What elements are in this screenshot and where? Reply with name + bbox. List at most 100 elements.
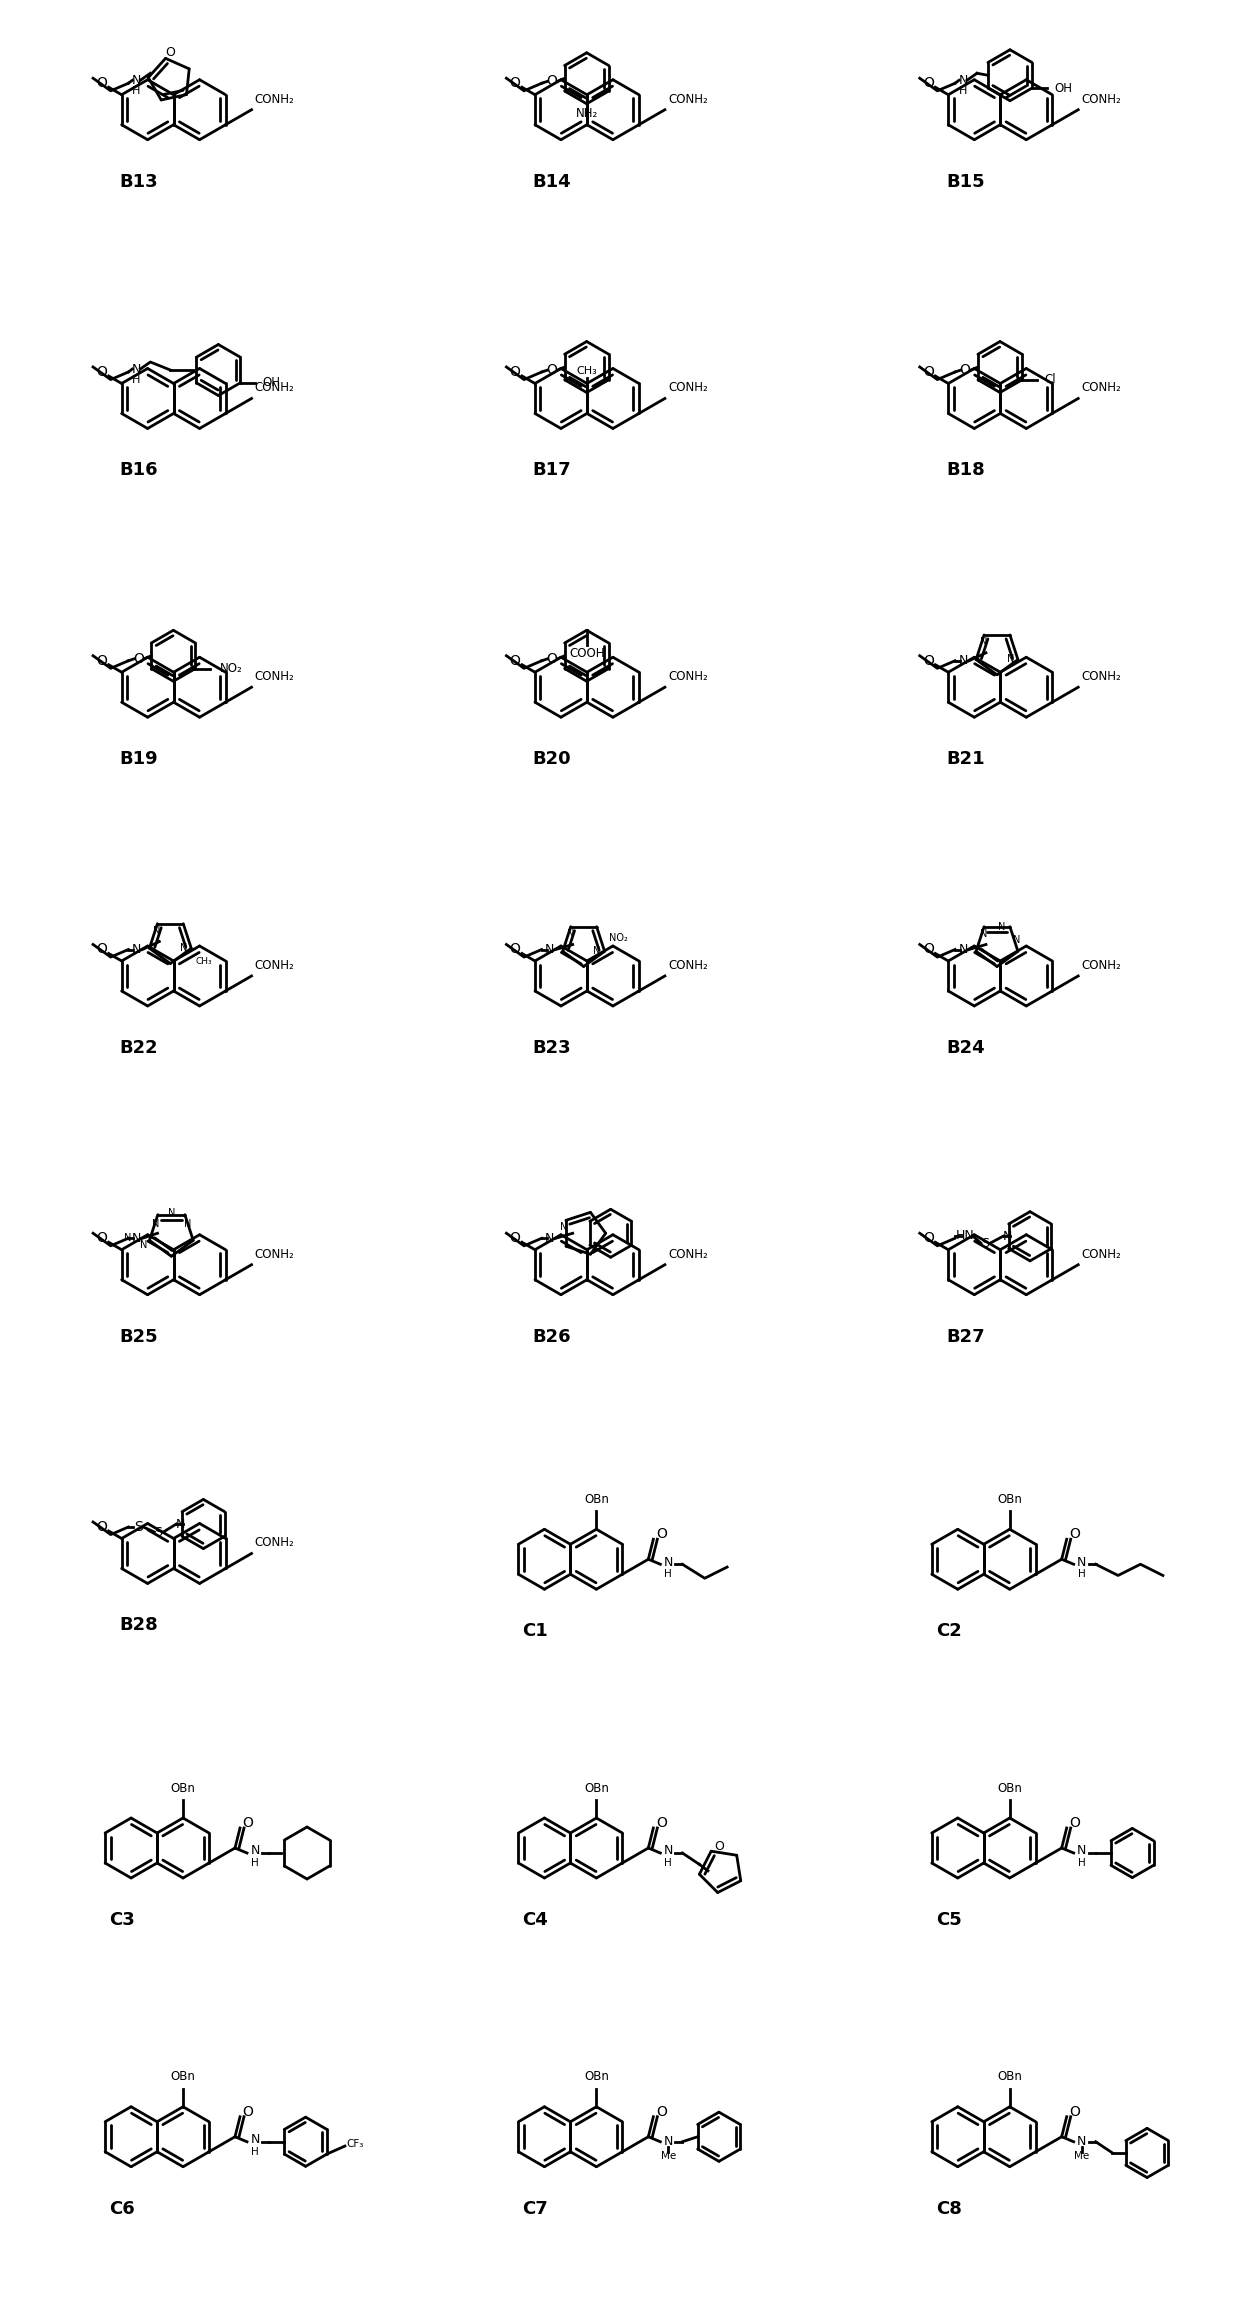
Text: N: N [180,942,187,954]
Text: COOH: COOH [569,647,604,661]
Text: CONH₂: CONH₂ [1081,92,1121,106]
Text: B25: B25 [119,1328,157,1347]
Text: O: O [1069,2104,1080,2118]
Text: N: N [560,1222,568,1231]
Text: B21: B21 [946,751,985,769]
Text: N: N [546,942,554,956]
Text: O: O [510,654,521,668]
Text: Cl: Cl [1044,374,1055,386]
Text: N: N [131,942,141,956]
Text: O: O [165,46,175,60]
Text: CONH₂: CONH₂ [254,1536,294,1550]
Text: CONH₂: CONH₂ [668,670,708,684]
Text: O: O [510,942,521,956]
Text: N: N [124,1234,131,1243]
Text: O: O [547,363,557,377]
Text: H: H [252,1857,259,1869]
Text: CONH₂: CONH₂ [1081,1247,1121,1261]
Text: S: S [154,1525,162,1538]
Text: B24: B24 [946,1040,985,1058]
Text: OBn: OBn [171,2070,196,2084]
Text: S: S [981,1236,990,1250]
Text: B17: B17 [533,462,572,480]
Text: O: O [97,365,107,379]
Text: OBn: OBn [171,1781,196,1795]
Text: OBn: OBn [997,1781,1022,1795]
Text: B26: B26 [533,1328,572,1347]
Text: N: N [1013,936,1021,945]
Text: N: N [980,638,987,647]
Text: C3: C3 [109,1910,135,1929]
Text: B19: B19 [119,751,157,769]
Text: OH: OH [1054,81,1073,95]
Text: N: N [998,922,1006,931]
Text: Me: Me [661,2151,676,2160]
Text: OBn: OBn [584,2070,609,2084]
Text: O: O [656,1527,667,1541]
Text: OBn: OBn [997,2070,1022,2084]
Text: O: O [547,74,557,88]
Text: B20: B20 [533,751,572,769]
Text: CH₃: CH₃ [577,365,596,377]
Text: H: H [959,85,967,97]
Text: CONH₂: CONH₂ [254,959,294,973]
Text: OBn: OBn [997,1492,1022,1506]
Text: O: O [243,2104,253,2118]
Text: OH: OH [263,377,280,390]
Text: NO₂: NO₂ [219,663,242,675]
Text: O: O [97,942,107,956]
Text: N: N [959,74,967,88]
Text: O: O [960,363,971,377]
Text: N: N [184,1220,191,1229]
Text: CONH₂: CONH₂ [1081,670,1121,684]
Text: B28: B28 [119,1617,157,1635]
Text: B15: B15 [946,173,985,192]
Text: CONH₂: CONH₂ [668,92,708,106]
Text: Me: Me [1074,2151,1089,2160]
Text: O: O [1069,1816,1080,1830]
Text: B18: B18 [946,462,985,480]
Text: O: O [714,1841,724,1853]
Text: O: O [510,365,521,379]
Text: OBn: OBn [584,1781,609,1795]
Text: H: H [133,374,140,386]
Text: O: O [97,76,107,90]
Text: O: O [510,76,521,90]
Text: B14: B14 [533,173,572,192]
Text: C6: C6 [109,2199,135,2218]
Text: C5: C5 [936,1910,962,1929]
Text: NO₂: NO₂ [609,933,629,942]
Text: O: O [243,1816,253,1830]
Text: O: O [923,76,934,90]
Text: O: O [656,2104,667,2118]
Text: N: N [167,1208,175,1217]
Text: HN: HN [956,1229,975,1243]
Text: B13: B13 [119,173,157,192]
Text: N: N [131,1231,141,1245]
Text: O: O [923,1231,934,1245]
Text: O: O [656,1816,667,1830]
Text: N: N [567,929,574,938]
Text: CONH₂: CONH₂ [254,92,294,106]
Text: O: O [97,1520,107,1534]
Text: H: H [665,1568,672,1580]
Text: N: N [151,1220,159,1229]
Text: N: N [1007,654,1014,665]
Text: B23: B23 [533,1040,572,1058]
Text: N: N [663,1555,673,1568]
Text: B27: B27 [946,1328,985,1347]
Text: O: O [510,1231,521,1245]
Text: C1: C1 [522,1622,548,1640]
Text: C4: C4 [522,1910,548,1929]
Text: CONH₂: CONH₂ [668,1247,708,1261]
Text: N: N [176,1518,185,1532]
Text: CONH₂: CONH₂ [668,959,708,973]
Text: H: H [1078,1568,1085,1580]
Text: NH₂: NH₂ [575,106,598,120]
Text: N: N [663,1843,673,1857]
Text: O: O [547,651,557,665]
Text: CONH₂: CONH₂ [254,381,294,395]
Text: O: O [97,1231,107,1245]
Text: CF₃: CF₃ [346,2139,363,2148]
Text: CH₃: CH₃ [195,956,212,966]
